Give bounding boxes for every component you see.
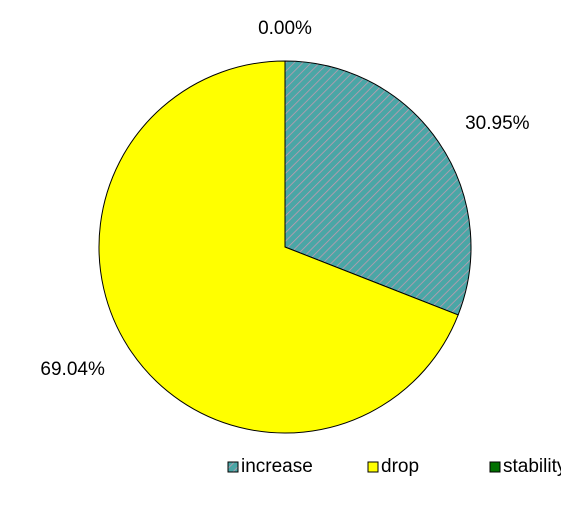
legend-swatch (227, 461, 239, 473)
slice-label: 30.95% (465, 113, 530, 134)
slice-label: 0.00% (258, 18, 312, 39)
legend-swatch (367, 461, 379, 473)
legend-label: increase (241, 456, 313, 477)
legend-label: stability (503, 456, 561, 477)
legend-label: drop (381, 456, 419, 477)
legend-swatch (489, 461, 501, 473)
slice-label: 69.04% (40, 359, 105, 380)
pie-slice (284, 60, 472, 316)
pie-slice (98, 60, 459, 434)
